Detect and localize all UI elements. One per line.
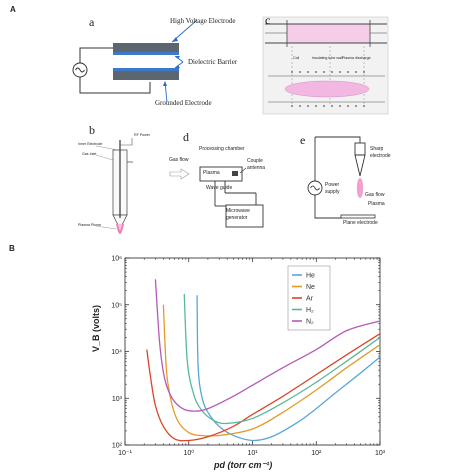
tube-wall-label: Insulating tube wall bbox=[312, 56, 343, 60]
waveguide-label: Wave guide bbox=[206, 185, 233, 191]
y-tick-label: 10⁵ bbox=[111, 302, 122, 309]
ground-electrode bbox=[113, 71, 179, 80]
processing-chamber bbox=[199, 166, 243, 182]
panel-c-letter: c bbox=[265, 13, 271, 27]
y-tick-label: 10⁴ bbox=[111, 349, 122, 356]
gas-inlet-label: Gas Inlet bbox=[82, 152, 97, 156]
sharp-label-1: Sharp bbox=[370, 146, 384, 152]
x-tick-label: 10¹ bbox=[247, 450, 258, 457]
panel-b-letter: b bbox=[89, 123, 95, 137]
gas-flow-arrow-icon bbox=[169, 168, 190, 180]
x-tick-label: 10³ bbox=[375, 450, 386, 457]
y-tick-label: 10² bbox=[112, 443, 123, 450]
plasma-ellipse bbox=[284, 80, 370, 98]
plasma-e-label: Plasma bbox=[368, 201, 385, 207]
plane-electrode-label: Plane electrode bbox=[343, 220, 378, 226]
x-tick-label: 10⁻¹ bbox=[118, 450, 132, 457]
series-line-ar bbox=[146, 333, 381, 442]
microwave-generator bbox=[225, 204, 264, 228]
legend-label: N₂ bbox=[306, 319, 314, 326]
sharp-label-2: electrode bbox=[370, 153, 391, 159]
x-tick-label: 10⁰ bbox=[183, 449, 194, 457]
y-tick-label: 10⁶ bbox=[111, 256, 122, 263]
inner-electrode-label: Inner Electrode bbox=[78, 142, 103, 146]
plane-electrode bbox=[340, 214, 376, 219]
rf-power-label: RF Power bbox=[134, 133, 150, 137]
chamber-label: Processing chamber bbox=[199, 146, 245, 152]
panel-d-letter: d bbox=[183, 130, 189, 144]
couple-label: Couple bbox=[247, 158, 263, 164]
grounded-electrode-label: Grounded Electrode bbox=[155, 99, 212, 107]
series-line-he bbox=[196, 295, 381, 442]
dielectric-bottom bbox=[113, 68, 179, 71]
hv-electrode bbox=[113, 43, 179, 52]
panel-e-letter: e bbox=[300, 133, 306, 147]
gas-flow-e-label: Gas flow bbox=[365, 192, 385, 198]
plasma-tube bbox=[287, 24, 370, 43]
microwave-label-1: Microwave bbox=[226, 208, 250, 214]
legend-label: Ar bbox=[306, 296, 314, 303]
legend-label: Ne bbox=[306, 284, 315, 291]
sharp-electrode bbox=[354, 154, 366, 177]
y-tick-label: 10³ bbox=[112, 396, 123, 403]
plasma-glow bbox=[356, 178, 364, 198]
legend-label: H₂ bbox=[306, 307, 314, 314]
dielectric-barrier-label: Dielectric Barrier bbox=[188, 58, 238, 66]
microwave-label-2: generator bbox=[226, 215, 248, 221]
series-line-ne bbox=[162, 304, 381, 437]
x-axis-label: pd (torr cm⁻¹) bbox=[214, 460, 273, 470]
hv-electrode-label: High Voltage Electrode bbox=[170, 17, 236, 25]
series-line-h bbox=[183, 293, 381, 425]
antenna-label: antenna bbox=[247, 165, 266, 171]
section-b-label: B bbox=[9, 244, 15, 253]
plasma-label: Plasma bbox=[203, 170, 220, 176]
plasma-plume-label: Plasma Plume bbox=[78, 223, 102, 227]
panel-a-letter: a bbox=[89, 15, 95, 29]
coil-label: Coil bbox=[293, 56, 300, 60]
y-axis-label: V_B (volts) bbox=[91, 304, 101, 352]
power-label-1: Power bbox=[325, 182, 340, 188]
discharge-label: Plasma discharge bbox=[342, 56, 371, 60]
dielectric-top bbox=[113, 52, 179, 55]
power-label-2: supply bbox=[325, 189, 340, 195]
gas-flow-label: Gas flow bbox=[169, 157, 189, 163]
x-tick-label: 10² bbox=[311, 450, 322, 457]
series-line-n bbox=[154, 279, 381, 412]
section-a-label: A bbox=[10, 5, 16, 14]
plot-frame bbox=[124, 257, 381, 446]
legend-label: He bbox=[306, 273, 315, 280]
